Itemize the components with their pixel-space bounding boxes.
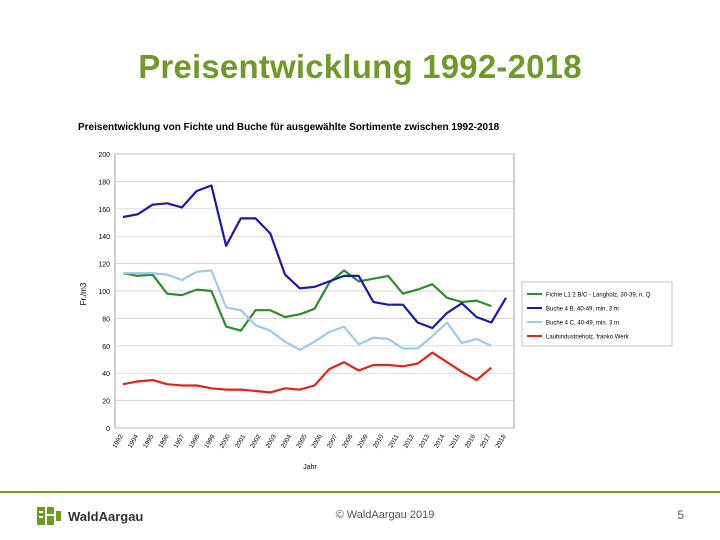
footer-logo: WaldAargau	[36, 505, 143, 527]
series-line-0	[122, 269, 492, 332]
logo-text: WaldAargau	[68, 508, 144, 524]
x-tick-label: 2005	[295, 433, 308, 449]
series-line-2	[123, 269, 492, 351]
x-tick-label: 2011	[387, 433, 400, 449]
x-tick-label: 1992	[111, 433, 124, 449]
y-tick-label: 140	[98, 234, 110, 241]
chart-title: Preisentwicklung von Fichte und Buche fü…	[78, 122, 500, 133]
x-tick-label: 2010	[372, 433, 385, 449]
x-tick-label: 2001	[234, 433, 247, 449]
series-line-1	[122, 184, 507, 330]
page-number: 5	[677, 508, 684, 522]
y-tick-label: 40	[102, 371, 110, 378]
y-tick-label: 20	[102, 399, 110, 406]
x-tick-label: 2000	[219, 433, 232, 449]
legend-label: Fichte L1 2 B/C - Langholz, 30-39, n. Q	[546, 293, 651, 299]
x-tick-label: 2016	[464, 433, 477, 449]
x-tick-label: 2002	[249, 433, 262, 449]
chart-legend: Fichte L1 2 B/C - Langholz, 30-39, n. Q B…	[521, 281, 673, 347]
legend-box	[521, 281, 673, 347]
y-tick-label: 100	[98, 289, 110, 296]
x-tick-label: 1998	[188, 433, 201, 449]
y-tick-label: 60	[102, 344, 110, 351]
y-tick-label: 180	[98, 179, 110, 186]
series-lines	[122, 184, 507, 394]
price-chart: Preisentwicklung von Fichte und Buche fü…	[70, 112, 680, 472]
y-tick-label: 200	[98, 152, 110, 159]
chart-svg: Preisentwicklung von Fichte und Buche fü…	[78, 122, 673, 471]
x-tick-label: 2004	[280, 433, 293, 449]
footer-copyright: © WaldAargau 2019	[335, 509, 435, 521]
x-tick-label: 2008	[341, 433, 354, 449]
legend-label: Buche 4 C, 40-49, min. 3 m	[546, 321, 619, 327]
x-tick-label: 2003	[265, 433, 278, 449]
x-tick-label: 2009	[357, 433, 370, 449]
x-tick-label: 2012	[403, 433, 416, 449]
legend-label: Laubindustrieholz, franko Werk	[546, 335, 630, 341]
x-tick-label: 2015	[448, 433, 461, 449]
x-tick-label: 2013	[418, 433, 431, 449]
x-tick-label: 2014	[433, 433, 446, 449]
footer-divider	[0, 491, 720, 493]
slide-title: Preisentwicklung 1992-2018	[138, 48, 582, 85]
x-tick-label: 2007	[326, 433, 339, 449]
gridlines	[115, 153, 514, 429]
series-line-3	[122, 351, 493, 394]
y-axis-label: Fr./m3	[79, 282, 88, 305]
x-axis-label: Jahr	[303, 464, 317, 471]
y-tick-label: 160	[98, 207, 110, 214]
x-tick-label: 1997	[173, 433, 186, 449]
wald-aargau-logo-icon	[37, 507, 61, 525]
x-tick-label: 1996	[157, 433, 170, 449]
y-axis-ticks: 0 20 40 60 80 100 120 140 160 180 200	[98, 152, 110, 433]
x-tick-label: 1994	[127, 433, 140, 449]
x-tick-label: 2017	[479, 433, 492, 449]
x-tick-label: 1995	[142, 433, 155, 449]
x-axis-ticks: 1992 1994 1995 1996 1997 1998 1999 2000 2001 2002…	[111, 433, 507, 449]
x-tick-label: 2018	[494, 433, 507, 449]
x-tick-label: 2006	[311, 433, 324, 449]
y-tick-label: 0	[106, 426, 110, 433]
legend-label: Buche 4 B, 40-49, min. 3 m	[546, 307, 619, 313]
y-tick-label: 80	[102, 316, 110, 323]
x-tick-label: 1999	[203, 433, 216, 449]
y-tick-label: 120	[98, 262, 110, 269]
